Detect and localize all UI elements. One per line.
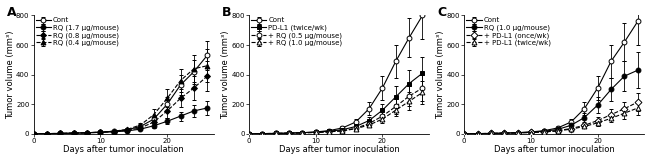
Y-axis label: Tumor volume (mm³): Tumor volume (mm³) (221, 30, 230, 119)
Y-axis label: Tumor volume (mm³): Tumor volume (mm³) (6, 30, 14, 119)
Legend: Cont, PD-L1 (twice/wk), + RQ (0.5 μg/mouse), + RQ (1.0 μg/mouse): Cont, PD-L1 (twice/wk), + RQ (0.5 μg/mou… (250, 17, 343, 47)
Legend: Cont, RQ (1.7 μg/mouse), RQ (0.8 μg/mouse), RQ (0.4 μg/mouse): Cont, RQ (1.7 μg/mouse), RQ (0.8 μg/mous… (35, 17, 120, 47)
Y-axis label: Tumor volume (mm³): Tumor volume (mm³) (436, 30, 445, 119)
Legend: Cont, RQ (1.0 μg/mouse), + PD-L1 (once/wk), + PD-L1 (twice/wk): Cont, RQ (1.0 μg/mouse), + PD-L1 (once/w… (465, 17, 551, 47)
X-axis label: Days after tumor inoculation: Days after tumor inoculation (63, 145, 184, 154)
Text: C: C (437, 6, 447, 19)
X-axis label: Days after tumor inoculation: Days after tumor inoculation (279, 145, 399, 154)
Text: B: B (222, 6, 231, 19)
Text: A: A (6, 6, 16, 19)
X-axis label: Days after tumor inoculation: Days after tumor inoculation (494, 145, 615, 154)
